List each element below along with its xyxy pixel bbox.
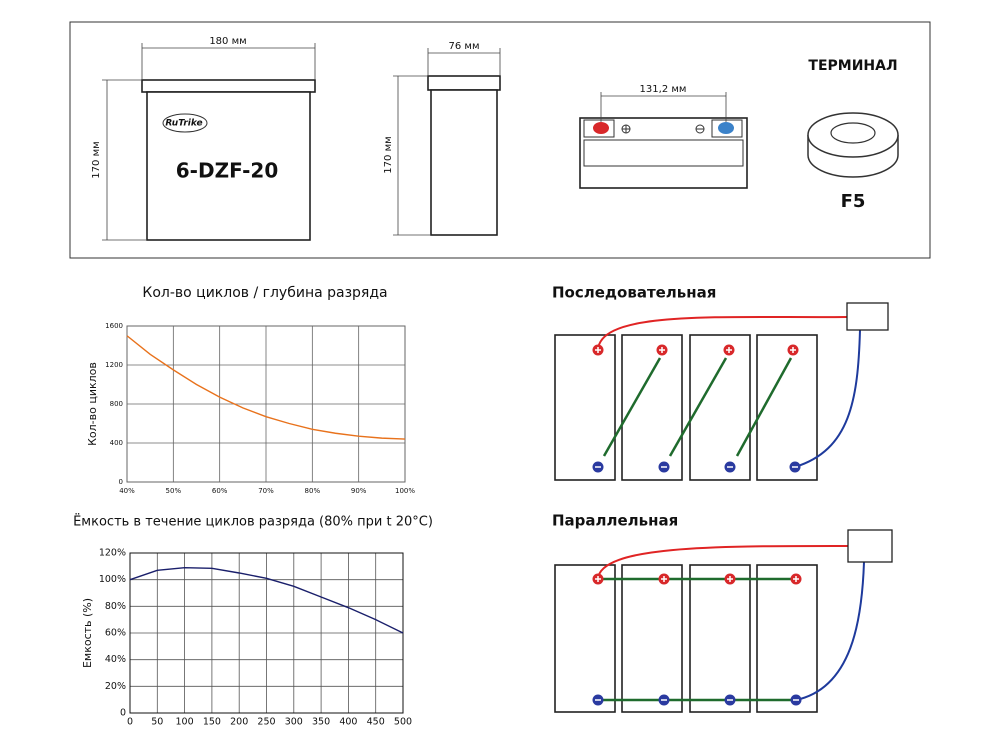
y-axis-label: Кол-во циклов	[86, 362, 99, 446]
x-tick-label: 250	[257, 717, 275, 728]
front-view	[102, 43, 316, 241]
plot-frame	[126, 325, 406, 483]
x-tick-label: 300	[285, 717, 303, 728]
side-height-label: 170 мм	[383, 136, 394, 173]
x-tick-label: 50%	[166, 487, 182, 495]
top-view	[579, 92, 748, 189]
y-tick-label: 0	[120, 708, 126, 719]
x-tick-label: 40%	[119, 487, 135, 495]
width-label: 180 мм	[209, 36, 246, 47]
y-tick-label: 120%	[99, 548, 126, 559]
y-tick-label: 80%	[105, 601, 126, 612]
series-title: Последовательная	[552, 284, 716, 302]
chart-title: Ёмкость в течение циклов разряда (80% пр…	[73, 514, 433, 530]
x-tick-label: 100%	[395, 487, 415, 495]
x-tick-label: 500	[394, 717, 412, 728]
height-label: 170 мм	[91, 141, 102, 178]
depth-label: 76 мм	[449, 41, 480, 52]
y-tick-label: 100%	[99, 574, 126, 585]
x-tick-label: 150	[203, 717, 221, 728]
x-tick-label: 400	[339, 717, 357, 728]
series-diagram	[554, 302, 889, 481]
x-tick-label: 60%	[212, 487, 228, 495]
y-tick-label: 60%	[105, 628, 126, 639]
x-tick-label: 0	[127, 717, 133, 728]
parallel-title: Параллельная	[552, 512, 678, 530]
spec-frame	[69, 21, 931, 259]
parallel-diagram	[554, 529, 893, 713]
chart-title: Кол-во циклов / глубина разряда	[142, 285, 387, 301]
x-tick-label: 100	[176, 717, 194, 728]
data-line	[129, 566, 404, 634]
terminal-spacing: 131,2 мм	[640, 84, 687, 95]
y-axis-label: Емкость (%)	[81, 598, 94, 668]
y-tick-label: 400	[110, 439, 123, 447]
x-tick-label: 70%	[258, 487, 274, 495]
x-tick-label: 350	[312, 717, 330, 728]
brand: RuTrike	[165, 119, 202, 129]
data-line	[126, 335, 406, 440]
terminal-title: ТЕРМИНАЛ	[808, 58, 897, 74]
x-tick-label: 80%	[305, 487, 321, 495]
y-tick-label: 40%	[105, 654, 126, 665]
y-tick-label: 20%	[105, 681, 126, 692]
x-tick-label: 50	[151, 717, 163, 728]
x-tick-label: 200	[230, 717, 248, 728]
y-tick-label: 1600	[105, 322, 123, 330]
y-tick-label: 0	[119, 478, 123, 486]
x-tick-label: 90%	[351, 487, 367, 495]
side-view	[393, 48, 501, 236]
terminal-icon	[807, 112, 899, 178]
model: 6-DZF-20	[176, 159, 279, 183]
terminal-type: F5	[841, 191, 866, 212]
y-tick-label: 1200	[105, 361, 123, 369]
y-tick-label: 800	[110, 400, 123, 408]
x-tick-label: 450	[367, 717, 385, 728]
